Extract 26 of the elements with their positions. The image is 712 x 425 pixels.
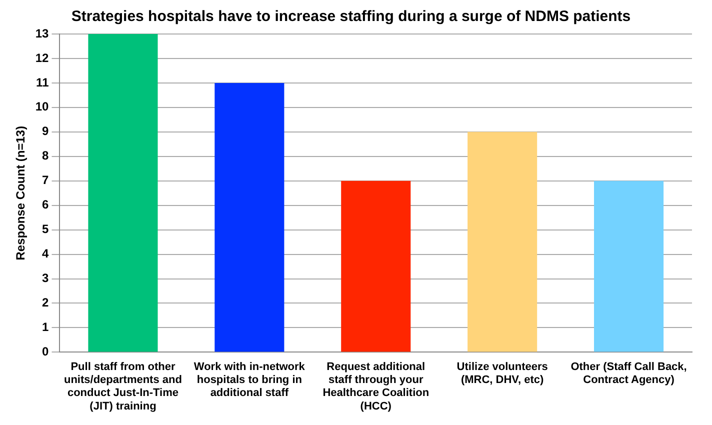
y-tick-label: 13: [35, 26, 50, 40]
y-tick-label: 7: [42, 173, 50, 188]
y-axis-title: Response Count (n=13): [14, 126, 28, 260]
x-tick-label: Work with in-network hospitals to bring in additional staff: [194, 360, 306, 400]
y-tick-label: 1: [42, 320, 50, 334]
bar: [214, 82, 284, 352]
y-tick-label: 2: [42, 296, 50, 310]
bar: [594, 180, 664, 352]
bar: [468, 132, 538, 352]
y-tick-label: 12: [35, 50, 50, 65]
y-tick-label: 3: [42, 271, 50, 286]
y-tick-label: 9: [42, 124, 50, 138]
y-tick-label: 0: [42, 344, 50, 359]
x-tick-label: Request additional staff through your Healthcare Coalition (HCC): [322, 360, 430, 412]
y-tick-label: 4: [42, 246, 50, 261]
y-tick-label: 5: [42, 222, 50, 236]
y-tick-label: 6: [42, 198, 50, 212]
y-tick-label: 10: [35, 100, 50, 114]
bar: [88, 34, 158, 352]
x-tick-label: Utilize volunteers (MRC, DHV, etc): [456, 360, 548, 386]
y-tick-label: 11: [36, 75, 50, 90]
x-tick-label: Other (Staff Call Back, Contract Agency): [570, 360, 687, 386]
chart-title: Strategies hospitals have to increase staffing during a surge of NDMS patients: [71, 8, 631, 26]
x-tick-label: Pull staff from other units/departments and conduct Just-In-Time (JIT) training: [64, 360, 182, 412]
y-tick-label: 8: [42, 148, 50, 163]
bar: [341, 180, 411, 352]
